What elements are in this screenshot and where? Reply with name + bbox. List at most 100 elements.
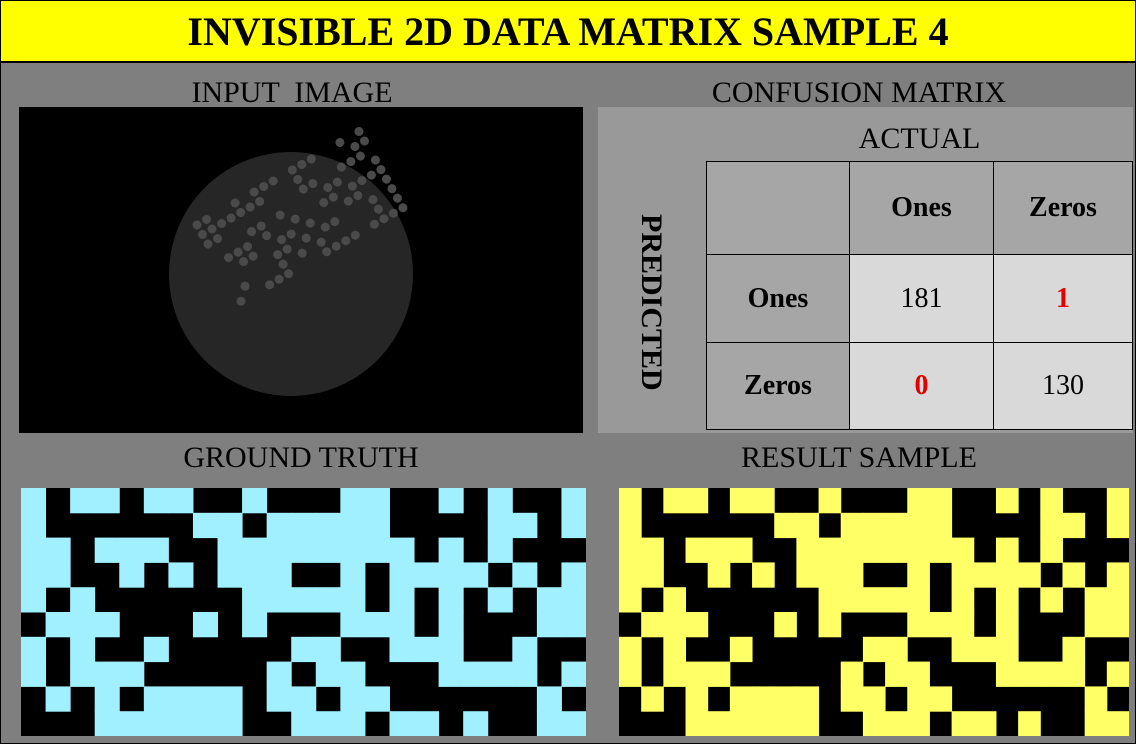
module	[340, 587, 365, 612]
module	[1062, 562, 1085, 587]
module	[119, 662, 144, 687]
module	[752, 711, 775, 736]
module	[242, 562, 267, 587]
module	[119, 562, 144, 587]
module	[841, 686, 864, 711]
module	[439, 637, 464, 662]
module	[316, 711, 341, 736]
module	[21, 662, 46, 687]
module	[316, 637, 341, 662]
module	[619, 587, 642, 612]
module	[1040, 662, 1063, 687]
module	[144, 538, 169, 563]
module	[561, 612, 586, 637]
module	[365, 488, 390, 513]
module	[796, 711, 819, 736]
module	[929, 538, 952, 563]
module	[907, 488, 930, 513]
module	[686, 686, 709, 711]
module	[1107, 562, 1129, 587]
module	[841, 662, 864, 687]
module	[1107, 488, 1129, 513]
module	[119, 711, 144, 736]
module	[218, 538, 243, 563]
module	[929, 612, 952, 637]
module	[389, 562, 414, 587]
confusion-matrix: ACTUAL PREDICTED Ones Zeros Ones 181 1 Z…	[598, 107, 1133, 433]
actual-label: ACTUAL	[706, 117, 1133, 161]
module	[316, 513, 341, 538]
module	[996, 587, 1019, 612]
module	[365, 538, 390, 563]
module	[193, 711, 218, 736]
module	[819, 488, 842, 513]
module	[708, 538, 731, 563]
module	[663, 488, 686, 513]
module	[267, 662, 292, 687]
module	[95, 538, 120, 563]
module	[168, 488, 193, 513]
module	[796, 538, 819, 563]
module	[267, 587, 292, 612]
module	[774, 686, 797, 711]
module	[291, 711, 316, 736]
module	[218, 711, 243, 736]
module	[952, 562, 975, 587]
module	[730, 637, 753, 662]
module	[21, 513, 46, 538]
module	[463, 562, 488, 587]
module	[439, 612, 464, 637]
module	[70, 612, 95, 637]
module	[340, 562, 365, 587]
module	[907, 538, 930, 563]
module	[193, 513, 218, 538]
module	[996, 562, 1019, 587]
row-header: Ones	[706, 254, 850, 343]
module	[144, 686, 169, 711]
module	[929, 513, 952, 538]
module	[907, 587, 930, 612]
module	[885, 711, 908, 736]
module	[885, 587, 908, 612]
module	[414, 562, 439, 587]
module	[819, 587, 842, 612]
panel-label: INPUT IMAGE	[1, 76, 583, 110]
module	[841, 587, 864, 612]
predicted-label: PREDICTED	[618, 177, 668, 427]
module	[389, 711, 414, 736]
module	[144, 488, 169, 513]
module	[663, 587, 686, 612]
module	[1085, 587, 1108, 612]
module	[537, 711, 562, 736]
module	[774, 513, 797, 538]
module	[730, 488, 753, 513]
module	[168, 686, 193, 711]
module	[439, 538, 464, 563]
module	[1107, 513, 1129, 538]
module	[316, 538, 341, 563]
module	[21, 637, 46, 662]
module	[974, 637, 997, 662]
module	[561, 662, 586, 687]
module	[641, 612, 664, 637]
module	[389, 612, 414, 637]
module	[242, 587, 267, 612]
module	[1085, 711, 1108, 736]
module	[863, 513, 886, 538]
module	[218, 562, 243, 587]
module	[95, 686, 120, 711]
module	[21, 587, 46, 612]
module	[686, 538, 709, 563]
module	[774, 711, 797, 736]
module	[365, 686, 390, 711]
module	[95, 488, 120, 513]
module	[1107, 662, 1129, 687]
module	[730, 538, 753, 563]
module	[95, 711, 120, 736]
module	[340, 662, 365, 687]
module	[841, 562, 864, 587]
module	[291, 513, 316, 538]
module	[561, 513, 586, 538]
module	[439, 662, 464, 687]
module	[291, 637, 316, 662]
